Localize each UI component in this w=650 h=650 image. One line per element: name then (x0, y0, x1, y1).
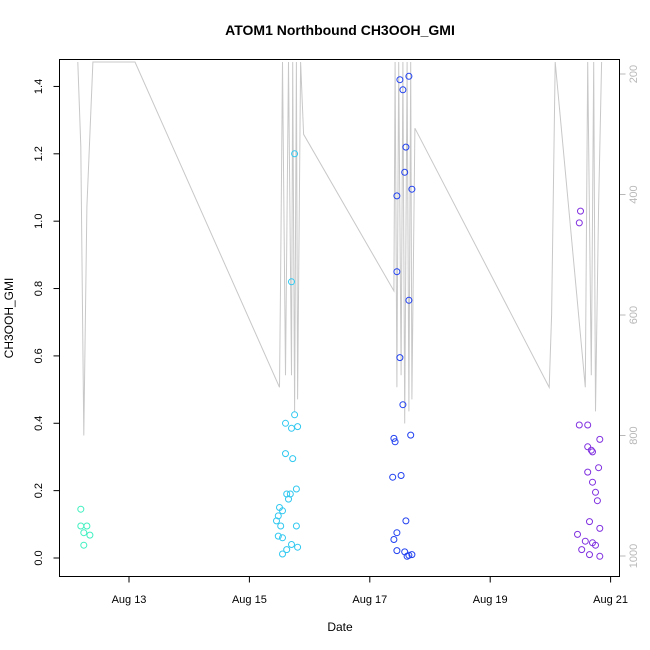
axes-layer: Aug 13 Aug 15 Aug 17 Aug 19 Aug 21 0.0 0.2 0.4 0… (33, 65, 640, 606)
data-point (291, 150, 299, 158)
y-tick-label: 1.4 (33, 79, 45, 94)
x-tick-label: Aug 21 (593, 594, 628, 606)
data-point (390, 536, 398, 543)
data-point (391, 438, 399, 446)
data-point (396, 76, 404, 84)
data-point (399, 401, 407, 409)
data-point (596, 552, 604, 560)
chart-title: ATOM1 Northbound CH3OOH_GMI (225, 22, 455, 38)
data-point (575, 219, 583, 227)
data-point (397, 472, 405, 479)
x-tick-label: Aug 15 (232, 594, 267, 606)
data-point (288, 278, 295, 286)
data-point (283, 546, 291, 554)
data-point (586, 551, 593, 559)
data-point (80, 541, 88, 549)
data-point (279, 550, 286, 558)
data-point (80, 529, 88, 537)
data-point (405, 296, 413, 304)
data-point (393, 529, 401, 537)
data-point (592, 488, 599, 496)
data-point (291, 411, 299, 419)
data-point (273, 517, 280, 525)
y-tick-label: 0.8 (33, 281, 45, 296)
data-point (586, 518, 593, 526)
data-point (581, 537, 589, 545)
data-point (402, 143, 410, 151)
right-tick-label: 400 (628, 185, 640, 203)
data-point (86, 531, 94, 539)
data-point (288, 541, 295, 548)
data-point (294, 543, 302, 551)
data-point (408, 185, 416, 193)
data-point (77, 522, 85, 530)
right-tick-label: 200 (628, 65, 640, 83)
data-point (402, 517, 410, 525)
data-point (285, 495, 292, 503)
data-point (589, 478, 596, 486)
data-point (408, 551, 416, 559)
data-point (390, 434, 398, 442)
data-point (584, 421, 592, 429)
data-point (393, 547, 401, 555)
x-tick-label: Aug 19 (473, 594, 508, 606)
data-point (584, 443, 592, 451)
data-point (592, 541, 599, 549)
y-tick-label: 0.2 (33, 483, 45, 498)
y-tick-label: 0.0 (33, 550, 45, 565)
data-point (577, 207, 584, 215)
data-point (589, 448, 596, 456)
pressure-layer (77, 61, 603, 436)
y-tick-label: 1.2 (33, 146, 45, 161)
data-point (279, 534, 286, 542)
y-tick-label: 1.0 (33, 214, 45, 229)
data-point (574, 530, 581, 538)
x-tick-label: Aug 17 (352, 594, 387, 606)
data-point (575, 421, 583, 429)
data-point (403, 552, 411, 560)
x-tick-label: Aug 13 (112, 594, 147, 606)
points-layer (77, 72, 604, 560)
data-point (393, 268, 401, 276)
data-point (77, 505, 85, 513)
data-point (405, 72, 413, 80)
data-point (292, 485, 300, 493)
y-tick-label: 0.4 (33, 416, 45, 431)
data-point (593, 497, 601, 505)
data-point (389, 473, 397, 481)
right-tick-label: 1000 (628, 544, 640, 568)
data-point (401, 168, 409, 176)
data-point (274, 532, 282, 540)
data-point (595, 464, 603, 472)
data-point (288, 424, 295, 432)
data-point (292, 522, 300, 530)
right-tick-label: 600 (628, 306, 640, 324)
data-point (294, 423, 302, 431)
data-point (289, 455, 297, 463)
data-point (393, 192, 401, 200)
pressure-line (77, 61, 603, 436)
data-point (584, 468, 592, 476)
data-point (596, 524, 604, 532)
data-point (596, 435, 604, 443)
data-point (83, 522, 91, 530)
data-point (396, 354, 404, 362)
y-tick-label: 0.6 (33, 348, 45, 363)
data-point (578, 546, 586, 554)
y-axis-title: CH3OOH_GMI (2, 278, 16, 359)
data-point (279, 507, 286, 515)
data-point (399, 86, 407, 94)
plot-frame (59, 59, 620, 577)
data-point (587, 446, 595, 454)
data-point (407, 431, 415, 439)
right-tick-label: 800 (628, 426, 640, 444)
x-axis-title: Date (327, 620, 353, 634)
data-point (277, 522, 285, 530)
data-point (282, 450, 289, 458)
data-point (282, 419, 289, 427)
